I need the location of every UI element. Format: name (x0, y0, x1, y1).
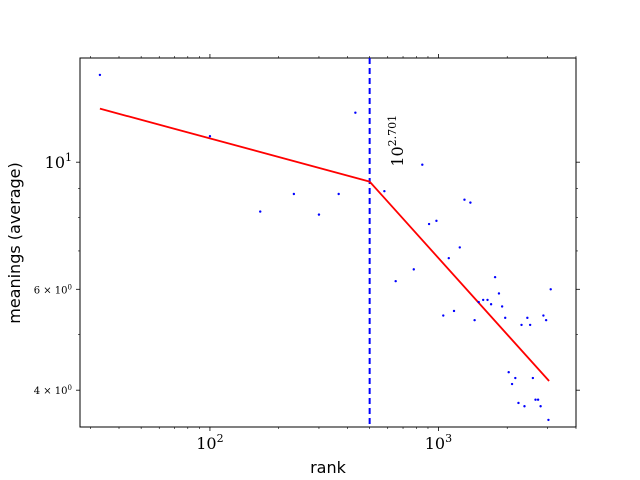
points-layer (98, 73, 552, 422)
data-point (507, 370, 510, 374)
plot-area (79, 57, 577, 428)
data-point (208, 135, 212, 138)
data-point (337, 192, 340, 196)
data-point (493, 275, 497, 279)
data-point (317, 213, 321, 216)
data-point (504, 316, 507, 320)
data-point (534, 398, 537, 401)
data-point (412, 268, 415, 271)
data-point (427, 222, 431, 226)
data-point (528, 323, 532, 327)
data-point (435, 219, 438, 223)
data-point (442, 314, 445, 317)
y-tick-label: 6 × 100 (34, 283, 72, 296)
y-tick-label: 4 × 100 (34, 384, 72, 397)
data-point (447, 256, 450, 260)
breakpoint-annotation: 102.701 (386, 115, 407, 167)
data-point (520, 323, 523, 327)
data-point (383, 189, 386, 193)
data-point (542, 314, 545, 317)
data-point (486, 298, 489, 302)
data-point (536, 398, 540, 401)
y-axis-label: meanings (average) (5, 162, 24, 324)
data-point (259, 210, 262, 213)
x-tick-label: 102 (196, 432, 223, 453)
data-point (394, 279, 397, 283)
data-point (549, 288, 552, 291)
data-point (517, 401, 520, 405)
annotation-layer: 102.701 (386, 115, 407, 167)
data-point (500, 305, 504, 308)
data-point (523, 405, 526, 408)
data-point (421, 163, 424, 166)
data-point (510, 382, 514, 386)
data-point (547, 418, 550, 422)
fit-line (99, 107, 370, 183)
data-point (481, 298, 485, 302)
data-point (452, 309, 456, 313)
data-point (354, 111, 357, 114)
data-point (477, 300, 480, 304)
data-point (469, 201, 472, 204)
data-point (531, 376, 535, 380)
y-tick-label: 101 (45, 151, 72, 172)
data-point (497, 292, 501, 295)
data-point (514, 376, 517, 380)
data-point (458, 246, 461, 249)
data-point (526, 316, 529, 320)
tick-layer: 102 103 101 6 × 100 4 × 100 (34, 54, 580, 453)
fit-layer (99, 58, 550, 427)
fit-line (368, 180, 550, 382)
data-point (463, 198, 466, 201)
x-axis-label: rank (310, 458, 347, 477)
data-point (292, 192, 296, 196)
data-point (473, 318, 476, 322)
data-point (98, 73, 102, 77)
data-point (544, 318, 548, 322)
data-point (539, 405, 542, 408)
data-point (489, 303, 493, 306)
x-tick-label: 103 (425, 432, 452, 453)
